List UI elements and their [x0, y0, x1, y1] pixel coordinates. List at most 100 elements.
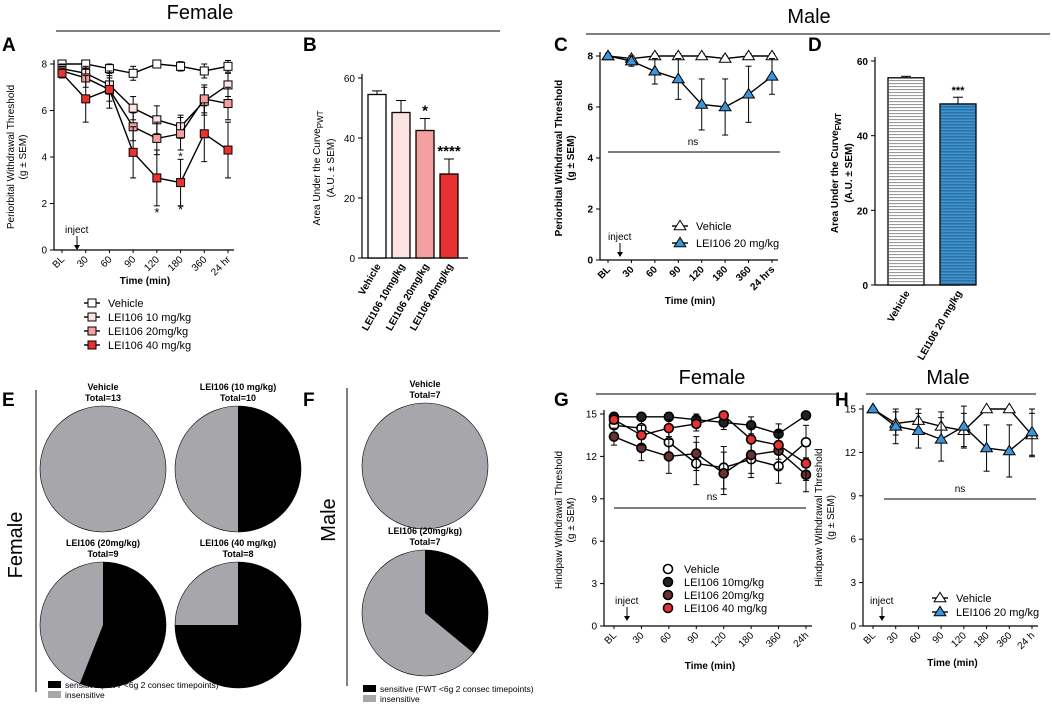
chart-a-legend-label: LEI106 10 mg/kg: [108, 312, 191, 324]
chart-b-bar: [391, 111, 411, 259]
chart-a-series-line: [61, 72, 229, 184]
chart-c-data-point: [601, 49, 615, 61]
chart-h-x-tick-label: 360: [995, 630, 1015, 650]
chart-c-x-tick-label: 180: [711, 264, 731, 284]
panel-letter-c: C: [554, 35, 568, 56]
chart-e-legend-label: sensitive (FWT <6g 2 consec timepoints): [65, 680, 219, 690]
chart-e-legend-swatch-sensitive: [48, 681, 61, 688]
chart-b-y-label-units: (A.U. ± SEM): [326, 139, 337, 198]
chart-h-x-tick-label: 120: [949, 630, 969, 650]
chart-g-data-point: [690, 448, 702, 459]
chart-a-significance: *: [178, 151, 183, 163]
chart-f-pie-title: LEI106 (20mg/kg): [388, 526, 462, 536]
chart-h-x-tick-label: 60: [908, 630, 924, 646]
chart-h-data-point: [1025, 425, 1039, 437]
chart-g-legend-marker: [662, 576, 674, 588]
chart-h-y-tick-label: 9: [850, 491, 856, 502]
chart-g-data-point: [608, 431, 620, 442]
chart-h-y-tick-label: 12: [845, 448, 857, 459]
chart-h-legend-label: LEI106 20 mg/kg: [956, 607, 1039, 619]
chart-e-pie-title: LEI106 (20mg/kg): [66, 538, 140, 548]
chart-c-legend-marker: [673, 236, 687, 248]
chart-e-pie-slice-sensitive: [79, 562, 166, 688]
chart-a-y-tick-label: 8: [41, 60, 47, 71]
chart-f-legend-swatch-sensitive: [363, 685, 376, 692]
chart-a-data-point: [152, 173, 162, 183]
chart-g-inject-arrowhead: [624, 616, 630, 621]
chart-g-data-point: [608, 414, 620, 425]
chart-a-legend-label: Vehicle: [108, 298, 143, 310]
chart-b-y-tick-label: 60: [344, 74, 356, 85]
chart-h-data-point: [866, 402, 880, 414]
chart-f-pie-total: Total=7: [409, 537, 440, 547]
chart-a-x-tick-label: 30: [75, 254, 91, 270]
chart-c-data-point: [671, 72, 686, 84]
chart-b-y-tick-label: 40: [344, 134, 356, 145]
section-male-bottom: Male: [926, 367, 969, 389]
chart-c-legend-label: Vehicle: [696, 221, 731, 233]
chart-b-bar: [367, 93, 387, 259]
chart-c-y-tick-label: 8: [587, 52, 593, 63]
chart-d-significance: ***: [952, 85, 966, 97]
panel-letter-a: A: [2, 35, 16, 56]
chart-c-x-tick-label: 30: [621, 264, 637, 280]
chart-h-y-tick-label: 15: [845, 405, 857, 416]
chart-c-x-tick-label: 24 hrs: [749, 264, 778, 293]
chart-g-legend-marker: [662, 589, 674, 601]
chart-g-data-point: [690, 418, 702, 430]
chart-a-data-point: [57, 68, 67, 78]
chart-c-y-tick-label: 2: [587, 205, 593, 216]
chart-c-x-tick-label: 360: [734, 264, 754, 284]
chart-g-y-tick-label: 12: [586, 452, 598, 463]
chart-h-x-label: Time (min): [927, 658, 977, 669]
chart-d-y-label-units: (A.U. ± SEM): [844, 143, 855, 202]
chart-g-data-point: [636, 411, 647, 423]
chart-f-pie-slice-insensitive: [361, 402, 489, 530]
chart-a-x-tick-label: 180: [166, 254, 186, 274]
chart-b-y-tick-label: 20: [344, 194, 356, 205]
chart-g-y-tick-label: 15: [586, 410, 598, 421]
panel-letter-g: G: [554, 390, 569, 411]
section-female-bottom: Female: [679, 367, 746, 389]
side-label-female: Female: [5, 512, 27, 579]
chart-e-pie-slice-insensitive: [39, 405, 167, 533]
chart-h-y-tick-label: 3: [850, 578, 856, 589]
chart-e-pie-total: Total=9: [87, 549, 118, 559]
chart-h-y-tick-label: 0: [850, 622, 856, 633]
chart-f-pie-slice-sensitive: [425, 550, 489, 654]
chart-a-y-label-units: (g ± SEM): [18, 135, 29, 180]
chart-a-legend-marker: [87, 312, 97, 322]
chart-d-y-label: Area Under the CurveFWT: [830, 113, 843, 233]
chart-a-data-point: [223, 145, 233, 155]
chart-h-x-tick-label: 90: [931, 630, 947, 646]
chart-h-legend-marker: [933, 605, 947, 617]
chart-c-y-label-units: (g ± SEM): [566, 135, 577, 180]
chart-a-data-point: [128, 147, 138, 157]
chart-a-data-point: [104, 85, 114, 95]
chart-g-x-tick-label: 24h: [792, 630, 812, 650]
chart-g-data-point: [718, 410, 730, 421]
chart-a-x-tick-label: 60: [99, 254, 115, 270]
chart-e-pie-title: LEI106 (40 mg/kg): [200, 538, 277, 548]
chart-a-y-tick-label: 6: [41, 106, 47, 117]
chart-g-y-label: Hindpaw Withdrawal Threshold: [554, 451, 565, 589]
chart-a-y-label: Periorbital Withdrawal Threshold: [6, 85, 17, 229]
chart-f-pie-total: Total=7: [409, 390, 440, 400]
chart-e-pie-total: Total=8: [222, 549, 253, 559]
chart-a-significance: *: [154, 205, 159, 220]
chart-g-data-point: [663, 451, 675, 462]
chart-h-legend-label: Vehicle: [956, 593, 991, 605]
chart-h-legend-marker: [933, 591, 947, 603]
chart-f-legend-label: insensitive: [380, 694, 420, 704]
chart-h-data-point: [888, 419, 903, 431]
chart-c-data-point: [765, 69, 779, 81]
chart-a-legend-label: LEI106 20mg/kg: [108, 326, 188, 338]
chart-e-pie-slice-sensitive: [238, 406, 301, 532]
chart-a-data-point: [199, 129, 209, 139]
chart-h-data-point: [979, 402, 994, 414]
chart-c-legend-label: LEI106 20 mg/kg: [696, 238, 779, 250]
chart-a-data-point: [223, 61, 233, 71]
chart-d-y-tick-label: 0: [862, 281, 868, 292]
chart-a-y-tick-label: 2: [41, 199, 47, 210]
chart-d-y-tick-label: 20: [857, 206, 869, 217]
